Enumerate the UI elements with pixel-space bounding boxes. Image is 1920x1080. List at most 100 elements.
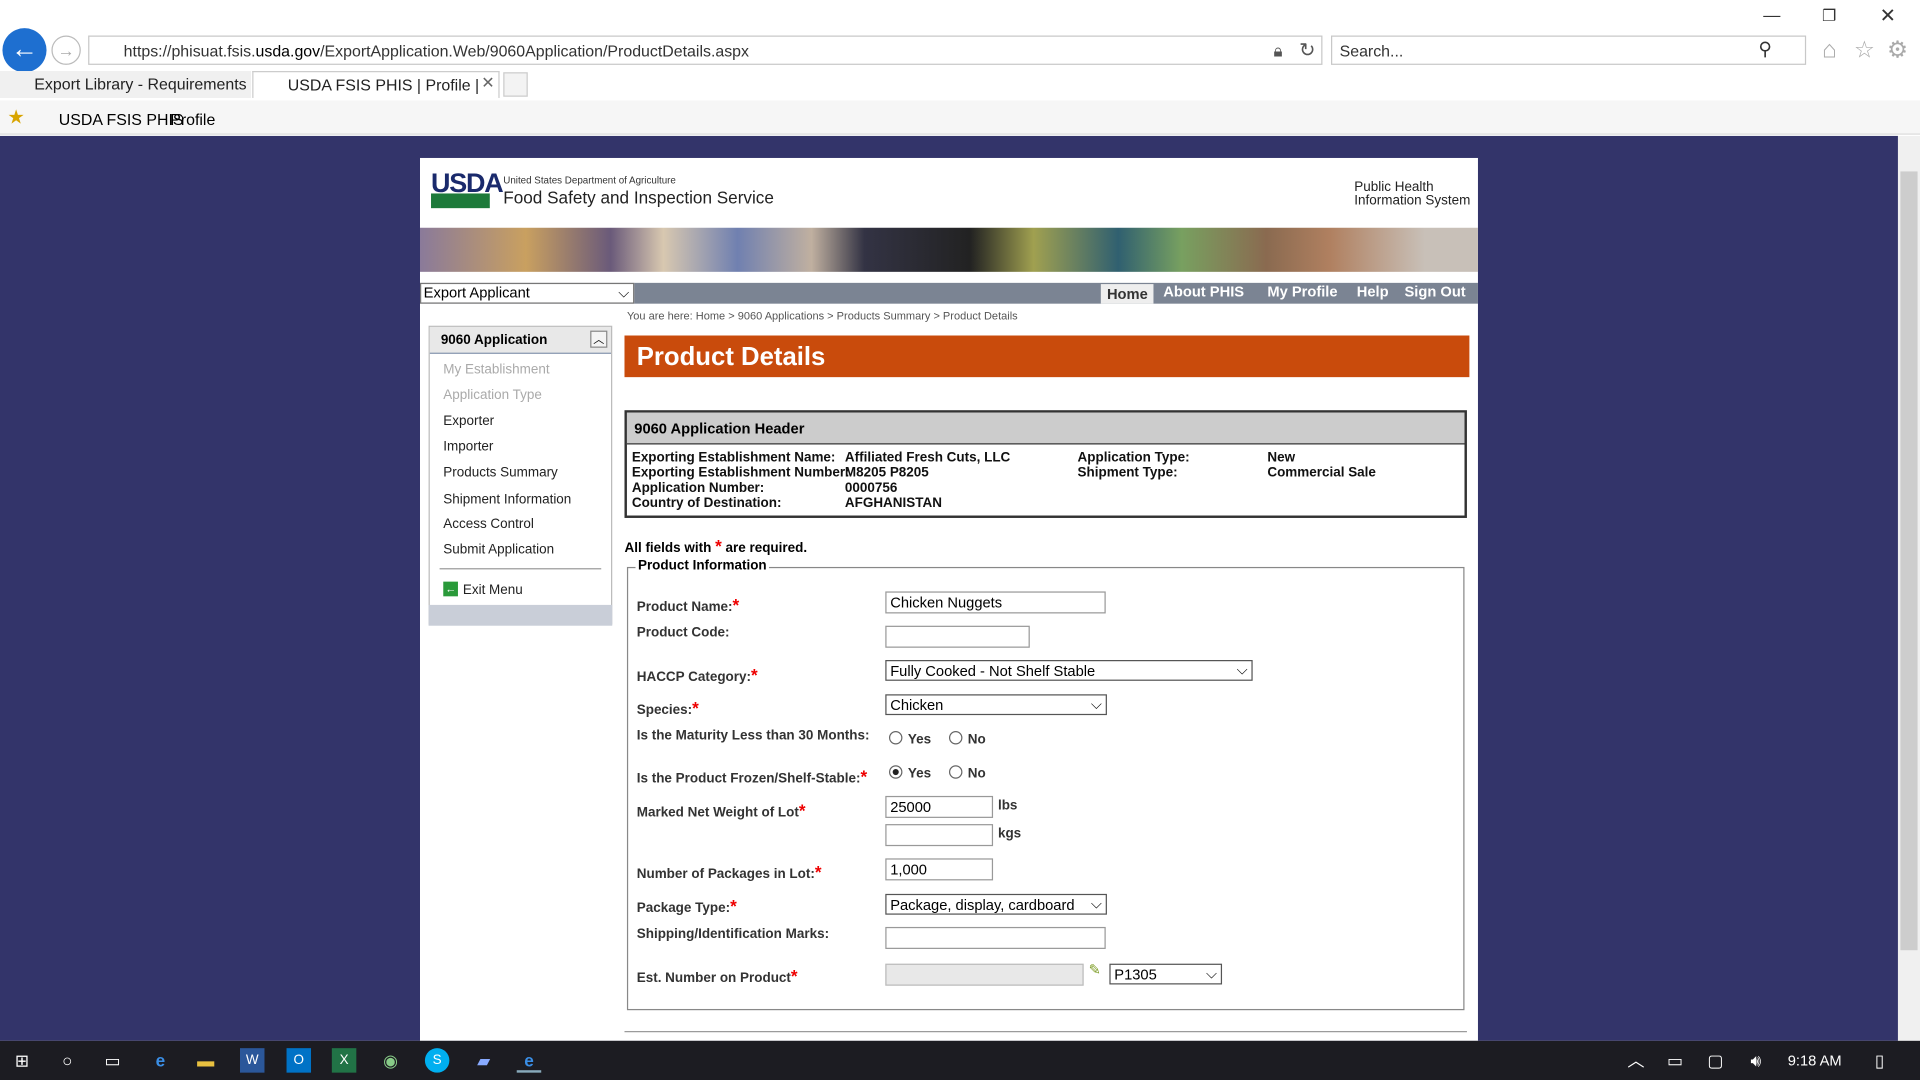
product-name-label: Product Name:*: [637, 595, 739, 615]
field-value: 0000756: [844, 480, 898, 496]
sidebar-item-shipment-information[interactable]: Shipment Information: [443, 492, 572, 507]
shipping-marks-input[interactable]: [885, 926, 1106, 949]
favorites-star-icon[interactable]: ☆: [1853, 37, 1875, 64]
field-label: Application Type:: [1077, 450, 1190, 466]
address-bar[interactable]: https://phisuat.fsis. usda.gov/ExportAppl…: [88, 35, 1323, 65]
scrollbar-thumb[interactable]: [1900, 171, 1918, 951]
chevron-down-icon: ⌵: [1205, 964, 1218, 983]
internet-explorer-icon[interactable]: e: [516, 1048, 542, 1073]
required-asterisk: *: [814, 862, 822, 882]
packages-input[interactable]: 1,000: [885, 858, 994, 881]
frozen-no-radio[interactable]: [948, 765, 963, 780]
field-label: Exporting Establishment Number:: [631, 465, 850, 481]
nav-help[interactable]: Help: [1356, 282, 1389, 301]
product-information-fieldset: [626, 566, 1465, 1011]
species-select[interactable]: Chicken ⌵: [885, 694, 1107, 716]
outlook-icon[interactable]: O: [286, 1048, 312, 1073]
label-text: Package Type:: [636, 901, 731, 916]
tab-label: Export Library - Requirements ...: [34, 74, 252, 94]
url-path: /ExportApplication.Web/9060Application/P…: [320, 41, 750, 60]
sidebar-title: 9060 Application: [429, 326, 612, 354]
sidebar-item-submit-application[interactable]: Submit Application: [443, 542, 555, 558]
select-value: Fully Cooked - Not Shelf Stable: [890, 661, 1096, 679]
restore-icon[interactable]: ❐: [1822, 6, 1837, 25]
nav-about-phis[interactable]: About PHIS: [1163, 282, 1245, 301]
favorites-icon[interactable]: ★: [7, 107, 25, 129]
collapse-button[interactable]: ︿: [590, 330, 608, 348]
header-right-values: New Commercial Sale: [1267, 451, 1376, 481]
field-value: Commercial Sale: [1267, 465, 1376, 481]
field-label: Application Number:: [631, 480, 765, 496]
sidebar-item-access-control[interactable]: Access Control: [443, 516, 534, 532]
file-explorer-icon[interactable]: ▬: [197, 1050, 215, 1071]
system-line: Information System: [1354, 193, 1471, 209]
favorite-link[interactable]: USDA FSIS PHIS: [58, 110, 184, 129]
sidebar-item-importer[interactable]: Importer: [443, 439, 494, 455]
search-icon[interactable]: ⚲: [1758, 39, 1772, 61]
back-button[interactable]: ←: [2, 28, 47, 73]
select-value: Package, display, cardboard: [890, 895, 1075, 913]
field-label: Exporting Establishment Name:: [631, 450, 836, 466]
role-select[interactable]: Export Applicant ⌵: [420, 282, 635, 304]
product-name-input[interactable]: Chicken Nuggets: [885, 591, 1106, 614]
maturity-yes-radio[interactable]: [888, 731, 903, 745]
battery-icon[interactable]: ▭: [1666, 1050, 1684, 1071]
nav-home[interactable]: Home: [1100, 284, 1154, 304]
network-icon[interactable]: ▢: [1707, 1050, 1724, 1071]
close-icon[interactable]: ✕: [1879, 6, 1897, 27]
radio-label: No: [967, 766, 986, 782]
tab-export-library[interactable]: Export Library - Requirements ...: [0, 71, 252, 98]
package-type-select[interactable]: Package, display, cardboard ⌵: [885, 893, 1107, 915]
settings-gear-icon[interactable]: ⚙: [1886, 37, 1908, 64]
clock[interactable]: 9:18 AM: [1787, 1051, 1842, 1069]
application-header-box: 9060 Application Header: [624, 410, 1467, 518]
frozen-radio-group: Yes No: [888, 762, 986, 784]
notifications-icon[interactable]: ▯: [1874, 1050, 1885, 1071]
edge-icon[interactable]: e: [155, 1050, 166, 1071]
excel-icon[interactable]: X: [331, 1048, 357, 1073]
close-tab-icon[interactable]: ✕: [481, 73, 495, 92]
app-icon[interactable]: ▰: [477, 1050, 491, 1071]
haccp-category-select[interactable]: Fully Cooked - Not Shelf Stable ⌵: [885, 660, 1253, 681]
label-text: Est. Number on Product: [636, 971, 791, 986]
word-icon[interactable]: W: [240, 1048, 265, 1073]
field-value: AFGHANISTAN: [844, 495, 942, 511]
volume-icon[interactable]: 🔊︎: [1750, 1050, 1762, 1071]
kgs-unit: kgs: [997, 826, 1022, 842]
product-code-input[interactable]: [885, 625, 1030, 648]
net-weight-lbs-input[interactable]: 25000: [885, 795, 994, 818]
sidebar-item-exporter[interactable]: Exporter: [443, 413, 495, 429]
task-view-icon[interactable]: ▭: [104, 1050, 121, 1071]
sidebar-item-products-summary[interactable]: Products Summary: [443, 465, 558, 481]
page-title: Product Details: [624, 335, 1470, 378]
cortana-icon[interactable]: ○: [62, 1050, 73, 1071]
required-note-text: All fields with: [624, 541, 712, 556]
required-note-text: are required.: [725, 541, 808, 556]
net-weight-kgs-input[interactable]: [885, 824, 994, 847]
forward-button[interactable]: →: [51, 35, 81, 65]
label-text: Species:: [636, 702, 693, 718]
browser-app-icon[interactable]: ◉: [383, 1050, 399, 1071]
maturity-no-radio[interactable]: [948, 731, 963, 745]
windows-start-icon[interactable]: ⊞: [14, 1050, 30, 1071]
required-asterisk: *: [860, 766, 868, 787]
search-input[interactable]: Search...: [1331, 35, 1807, 65]
minimize-icon[interactable]: —: [1763, 4, 1781, 25]
tab-label: USDA FSIS PHIS | Profile |: [287, 75, 480, 95]
est-number-select[interactable]: P1305 ⌵: [1109, 963, 1223, 985]
exit-icon: ←: [443, 581, 458, 597]
new-tab-button[interactable]: [503, 72, 528, 97]
fieldset-legend: Product Information: [635, 558, 770, 574]
refresh-icon[interactable]: ↻: [1299, 40, 1316, 62]
system-tray-chevron-icon[interactable]: ︿: [1627, 1050, 1645, 1071]
sidebar-item-application-type: Application Type: [443, 388, 542, 403]
tab-usda-fsis-phis[interactable]: USDA FSIS PHIS | Profile |: [252, 71, 500, 98]
exit-menu-link[interactable]: Exit Menu: [462, 582, 523, 598]
home-icon[interactable]: ⌂: [1822, 36, 1837, 64]
favorite-link[interactable]: Profile: [170, 110, 216, 129]
nav-sign-out[interactable]: Sign Out: [1404, 282, 1466, 301]
skype-icon[interactable]: S: [424, 1048, 450, 1073]
pencil-edit-icon[interactable]: ✎: [1088, 961, 1101, 979]
nav-my-profile[interactable]: My Profile: [1267, 282, 1338, 301]
frozen-yes-radio[interactable]: [888, 765, 903, 780]
